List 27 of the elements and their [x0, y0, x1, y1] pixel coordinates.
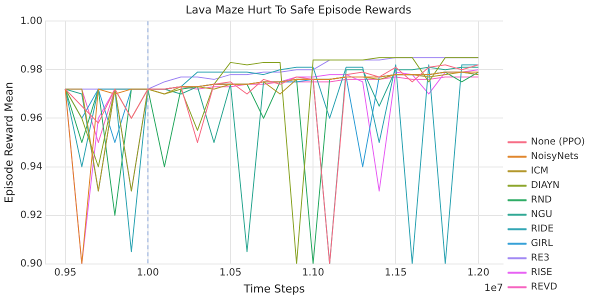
x-tick-label: 1.20	[467, 267, 490, 278]
chart-title: Lava Maze Hurt To Safe Episode Rewards	[186, 3, 412, 16]
x-tick-label: 0.95	[54, 267, 76, 278]
legend-label: RIDE	[530, 224, 554, 235]
y-tick-label: 0.90	[20, 258, 42, 270]
text: 1e7	[484, 282, 504, 294]
y-tick-label: 0.92	[20, 210, 42, 221]
x-axis-title: Time Steps	[242, 282, 306, 296]
y-tick-label: 0.94	[20, 161, 42, 172]
legend-label: None (PPO)	[530, 136, 586, 148]
x-tick-label: 1.10	[302, 267, 324, 278]
y-tick-label: 0.98	[20, 64, 42, 76]
y-tick-label: 1.00	[20, 16, 42, 27]
legend-label: RND	[530, 194, 552, 206]
x-tick-label: 1.00	[136, 267, 160, 278]
legend-label: RE3	[530, 252, 550, 264]
legend-label: RISE	[530, 267, 552, 278]
legend-label: ICM	[530, 166, 548, 177]
x-tick-label: 1.15	[384, 267, 407, 278]
legend-label: REVD	[530, 282, 558, 293]
y-tick-label: 0.96	[20, 112, 42, 124]
legend-label: NGU	[530, 209, 552, 220]
legend-label: DIAYN	[530, 180, 560, 192]
x-tick-label: 1.05	[219, 267, 242, 278]
y-axis-title: Episode Reward Mean	[2, 82, 16, 204]
legend-label: GIRL	[530, 238, 554, 250]
legend-label: NoisyNets	[530, 151, 579, 162]
